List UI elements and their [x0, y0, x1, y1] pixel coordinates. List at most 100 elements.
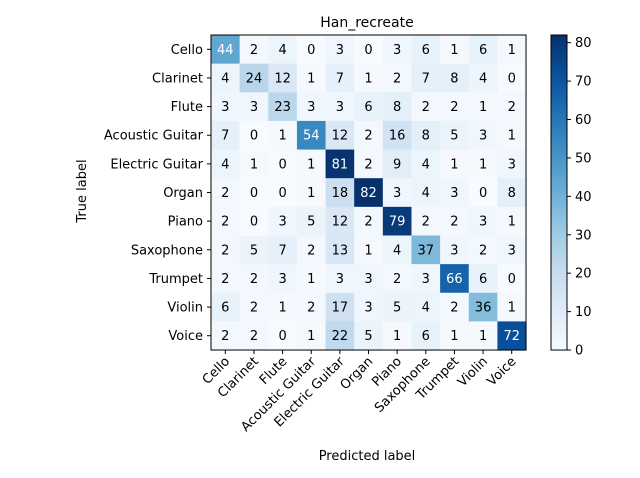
- cell-value-label: 3: [336, 43, 344, 58]
- cell-value-label: 5: [307, 215, 315, 230]
- cell-value-label: 1: [278, 301, 286, 316]
- heatmap-cell: [296, 206, 327, 236]
- heatmap-cell: [268, 178, 298, 208]
- heatmap-cell: [411, 206, 441, 236]
- cell-value-label: 1: [364, 71, 372, 86]
- cell-value-label: 2: [221, 329, 229, 344]
- heatmap-cell: [440, 120, 470, 151]
- cell-value-label: 4: [221, 71, 229, 86]
- cell-value-label: 66: [446, 272, 463, 287]
- heatmap-cell: [325, 321, 355, 351]
- heatmap-cell: [268, 63, 298, 93]
- cell-value-label: 1: [479, 329, 487, 344]
- heatmap-cell: [296, 92, 327, 122]
- cell-value-label: 0: [307, 43, 315, 58]
- cell-value-label: 8: [450, 71, 458, 86]
- heatmap-cell: [325, 63, 355, 93]
- cell-value-label: 16: [389, 129, 406, 144]
- cell-value-label: 2: [307, 243, 315, 258]
- heatmap-cell: [411, 63, 441, 93]
- heatmap-cell: [468, 206, 498, 236]
- cell-value-label: 4: [479, 71, 487, 86]
- heatmap-cell: [440, 206, 470, 236]
- cell-value-label: 12: [332, 129, 349, 144]
- cell-value-label: 1: [307, 186, 315, 201]
- cell-value-label: 8: [508, 186, 516, 201]
- cell-value-label: 2: [422, 215, 430, 230]
- cell-value-label: 3: [508, 157, 516, 172]
- heatmap-cell: [468, 35, 498, 65]
- colorbar-ticks: 0 10 20 30 40 50 60 70 80: [567, 36, 592, 359]
- heatmap-cell: [354, 292, 384, 322]
- heatmap-cell: [497, 264, 527, 294]
- heatmap-cell: [354, 178, 384, 208]
- heatmap-cell: [497, 92, 527, 122]
- cell-value-label: 1: [508, 301, 516, 316]
- cell-value-label: 1: [307, 157, 315, 172]
- y-tick-label: Organ: [163, 186, 203, 201]
- y-tick-label: Cello: [171, 43, 203, 58]
- cell-value-label: 0: [278, 329, 286, 344]
- heatmap-cell: [239, 206, 269, 236]
- colorbar-tick-label: 20: [575, 267, 592, 282]
- cell-value-label: 23: [274, 100, 291, 115]
- cell-value-label: 7: [336, 71, 344, 86]
- colorbar-tick-label: 10: [575, 305, 592, 320]
- heatmap-cell: [354, 149, 384, 179]
- heatmap-cell: [296, 264, 327, 294]
- heatmap-cells: 44 2 4 0 3 0 3 6 1 6 14 24 12 1 7 1 2 7 8 4 03 3 23 3 3 6 8 2 2 1 27 0 1…: [211, 35, 527, 351]
- heatmap-cell: [382, 120, 412, 151]
- heatmap-cell: [411, 120, 441, 151]
- cell-value-label: 2: [307, 301, 315, 316]
- cell-value-label: 1: [250, 157, 258, 172]
- cell-value-label: 3: [364, 301, 372, 316]
- cell-value-label: 2: [450, 301, 458, 316]
- cell-value-label: 54: [303, 129, 320, 144]
- heatmap-cell: [239, 63, 269, 93]
- heatmap-cell: [411, 149, 441, 179]
- cell-value-label: 36: [475, 301, 492, 316]
- cell-value-label: 3: [479, 129, 487, 144]
- heatmap-cell: [211, 235, 241, 265]
- heatmap-cell: [325, 206, 355, 236]
- cell-value-label: 18: [332, 186, 349, 201]
- cell-value-label: 3: [336, 100, 344, 115]
- cell-value-label: 1: [307, 272, 315, 287]
- cell-value-label: 17: [332, 301, 349, 316]
- cell-value-label: 82: [360, 186, 377, 201]
- cell-value-label: 2: [364, 129, 372, 144]
- cell-value-label: 3: [508, 243, 516, 258]
- heatmap-cell: [468, 63, 498, 93]
- heatmap-cell: [468, 92, 498, 122]
- heatmap-cell: [440, 149, 470, 179]
- cell-value-label: 44: [217, 43, 234, 58]
- cell-value-label: 1: [450, 329, 458, 344]
- heatmap-cell: [239, 292, 269, 322]
- heatmap-cell: [211, 292, 241, 322]
- heatmap-cell: [211, 178, 241, 208]
- heatmap-cell: [268, 35, 298, 65]
- cell-value-label: 4: [422, 301, 430, 316]
- cell-value-label: 2: [221, 243, 229, 258]
- cell-value-label: 7: [422, 71, 430, 86]
- cell-value-label: 4: [278, 43, 286, 58]
- cell-value-label: 2: [250, 301, 258, 316]
- heatmap-cell: [296, 149, 327, 179]
- cell-value-label: 2: [364, 157, 372, 172]
- heatmap-cell: [497, 292, 527, 322]
- heatmap-cell: [411, 264, 441, 294]
- heatmap-cell: [296, 63, 327, 93]
- heatmap-cell: [382, 178, 412, 208]
- cell-value-label: 7: [278, 243, 286, 258]
- heatmap-cell: [382, 206, 412, 236]
- chart-title: Han_recreate: [320, 15, 413, 31]
- heatmap-cell: [239, 178, 269, 208]
- heatmap-cell: [354, 264, 384, 294]
- heatmap-cell: [211, 321, 241, 351]
- cell-value-label: 2: [250, 272, 258, 287]
- x-tick-label: Organ: [338, 354, 377, 393]
- cell-value-label: 6: [364, 100, 372, 115]
- cell-value-label: 3: [307, 100, 315, 115]
- heatmap-cell: [354, 35, 384, 65]
